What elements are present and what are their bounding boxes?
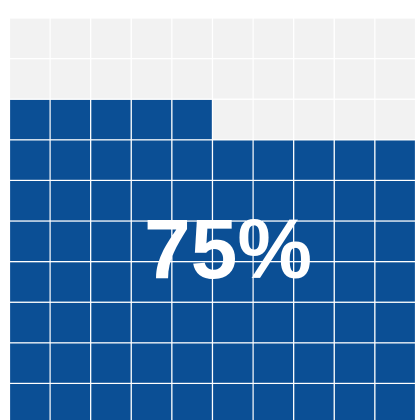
- filled-cell: [374, 382, 417, 420]
- filled-cell: [49, 342, 92, 384]
- filled-cell: [8, 179, 51, 222]
- filled-cell: [171, 220, 214, 263]
- filled-cell: [130, 382, 173, 420]
- filled-cell: [90, 301, 132, 344]
- filled-cell: [130, 301, 173, 344]
- filled-cell: [90, 220, 132, 263]
- filled-cell: [8, 342, 51, 384]
- filled-cell: [8, 382, 51, 420]
- empty-cell: [333, 57, 376, 100]
- filled-cell: [293, 139, 335, 182]
- empty-cell: [293, 57, 335, 100]
- filled-cell: [49, 301, 92, 344]
- filled-cell: [252, 301, 295, 344]
- filled-cell: [90, 342, 132, 384]
- filled-cell: [49, 382, 92, 420]
- filled-cell: [333, 342, 376, 384]
- filled-cell: [49, 139, 92, 182]
- empty-cell: [130, 57, 173, 100]
- empty-cell: [333, 17, 376, 60]
- empty-cell: [49, 17, 92, 60]
- filled-cell: [252, 261, 295, 303]
- empty-cell: [211, 17, 254, 60]
- filled-cell: [333, 179, 376, 222]
- filled-cell: [293, 301, 335, 344]
- empty-cell: [171, 17, 214, 60]
- filled-cell: [171, 98, 214, 141]
- filled-cell: [130, 342, 173, 384]
- empty-cell: [211, 57, 254, 100]
- filled-cell: [49, 98, 92, 141]
- empty-cell: [252, 17, 295, 60]
- empty-cell: [293, 98, 335, 141]
- filled-cell: [130, 139, 173, 182]
- filled-cell: [8, 220, 51, 263]
- filled-cell: [171, 139, 214, 182]
- empty-cell: [252, 98, 295, 141]
- empty-cell: [8, 17, 51, 60]
- filled-cell: [252, 382, 295, 420]
- empty-cell: [211, 98, 254, 141]
- empty-cell: [252, 57, 295, 100]
- filled-cell: [49, 220, 92, 263]
- filled-cell: [374, 342, 417, 384]
- empty-cell: [171, 57, 214, 100]
- filled-cell: [211, 220, 254, 263]
- filled-cell: [374, 301, 417, 344]
- filled-cell: [333, 261, 376, 303]
- filled-cell: [293, 220, 335, 263]
- filled-cell: [49, 179, 92, 222]
- filled-cell: [90, 98, 132, 141]
- filled-cell: [374, 261, 417, 303]
- filled-cell: [49, 261, 92, 303]
- filled-cell: [171, 179, 214, 222]
- filled-cell: [211, 261, 254, 303]
- empty-cell: [374, 17, 417, 60]
- empty-cell: [90, 57, 132, 100]
- filled-cell: [211, 342, 254, 384]
- filled-cell: [333, 301, 376, 344]
- empty-cell: [333, 98, 376, 141]
- filled-cell: [8, 261, 51, 303]
- filled-cell: [171, 382, 214, 420]
- filled-cell: [374, 179, 417, 222]
- filled-cell: [171, 301, 214, 344]
- filled-cell: [374, 139, 417, 182]
- empty-cell: [8, 57, 51, 100]
- empty-cell: [374, 98, 417, 141]
- filled-cell: [90, 179, 132, 222]
- filled-cell: [130, 98, 173, 141]
- filled-cell: [211, 139, 254, 182]
- empty-cell: [130, 17, 173, 60]
- filled-cell: [293, 261, 335, 303]
- filled-cell: [90, 139, 132, 182]
- empty-cell: [293, 17, 335, 60]
- filled-cell: [252, 342, 295, 384]
- filled-cell: [130, 179, 173, 222]
- empty-cell: [90, 17, 132, 60]
- filled-cell: [8, 301, 51, 344]
- waffle-grid: [8, 17, 417, 420]
- filled-cell: [211, 301, 254, 344]
- filled-cell: [8, 98, 51, 141]
- filled-cell: [374, 220, 417, 263]
- value-label: 75%: [144, 202, 312, 296]
- filled-cell: [333, 139, 376, 182]
- filled-cell: [252, 139, 295, 182]
- filled-cell: [293, 382, 335, 420]
- filled-cell: [90, 261, 132, 303]
- filled-cell: [90, 382, 132, 420]
- filled-cell: [293, 342, 335, 384]
- empty-cell: [374, 57, 417, 100]
- filled-cell: [211, 179, 254, 222]
- filled-cell: [171, 342, 214, 384]
- filled-cell: [211, 382, 254, 420]
- filled-cell: [333, 220, 376, 263]
- filled-cell: [8, 139, 51, 182]
- filled-cell: [333, 382, 376, 420]
- empty-cell: [49, 57, 92, 100]
